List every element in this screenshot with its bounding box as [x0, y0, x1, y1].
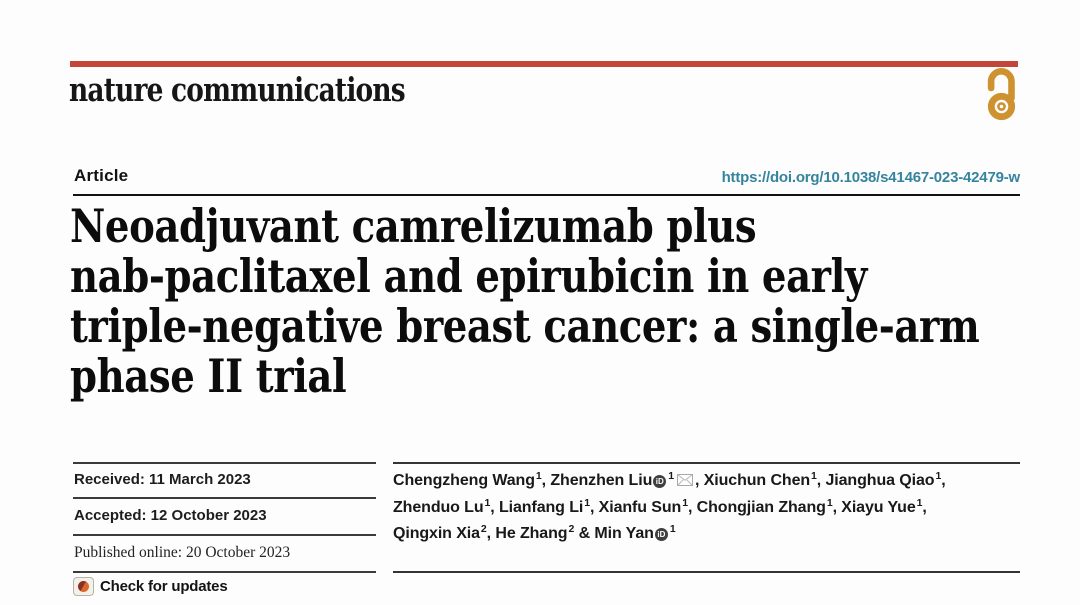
author-name: , He Zhang: [486, 525, 568, 542]
meta-divider: [73, 462, 376, 464]
author-name: , Jianghua Qiao: [816, 472, 935, 489]
author-name: Chengzheng Wang: [393, 472, 535, 489]
author-name: , Zhenzhen Liu: [541, 472, 653, 489]
crossmark-logo: [78, 581, 89, 592]
accepted-date: Accepted: 12 October 2023: [74, 507, 267, 524]
email-icon[interactable]: [677, 469, 693, 495]
title-line: phase II trial: [70, 349, 347, 403]
header-divider: [73, 194, 1020, 196]
meta-divider: [73, 534, 376, 536]
affiliation-superscript: 1: [669, 523, 676, 535]
affiliation-superscript: 1: [826, 497, 833, 509]
author-name: , Xiuchun Chen: [695, 472, 811, 489]
meta-divider: [73, 571, 376, 573]
title-line: nab-paclitaxel and epirubicin in early: [70, 249, 867, 303]
affiliation-superscript: 1: [535, 470, 542, 482]
author-name: ,: [941, 472, 946, 489]
affiliation-superscript: 2: [568, 523, 575, 535]
brand-rule: [70, 61, 1018, 67]
affiliation-superscript: 1: [682, 497, 688, 509]
doi-link[interactable]: https://doi.org/10.1038/s41467-023-42479…: [721, 169, 1021, 186]
author-name: , Chongjian Zhang: [687, 499, 826, 516]
affiliation-superscript: 1: [484, 497, 491, 509]
journal-logo: nature communications: [69, 70, 406, 109]
published-date: Published online: 20 October 2023: [74, 544, 291, 561]
received-date: Received: 11 March 2023: [74, 471, 251, 488]
author-name: , Xianfu Sun: [589, 499, 682, 516]
affiliation-superscript: 1: [668, 470, 674, 482]
orcid-icon[interactable]: iD: [653, 475, 667, 488]
affiliation-superscript: 1: [916, 497, 923, 509]
check-for-updates-button[interactable]: Check for updates: [73, 577, 228, 596]
affiliation-superscript: 2: [480, 523, 487, 535]
author-list: Chengzheng Wang1, Zhenzhen Liu iD 1, Xiuch…: [393, 468, 1033, 547]
authors-bottom-divider: [393, 571, 1020, 573]
affiliation-superscript: 1: [584, 497, 590, 509]
title-line: triple-negative breast cancer: a single-…: [70, 299, 980, 353]
author-name: Qingxin Xia: [393, 525, 480, 542]
author-name: , Xiayu Yue: [832, 499, 916, 516]
author-line: Chengzheng Wang1, Zhenzhen Liu iD 1, Xiuch…: [393, 468, 1033, 495]
meta-divider: [73, 497, 376, 499]
author-name: ,: [922, 499, 927, 516]
orcid-icon[interactable]: iD: [654, 528, 668, 541]
author-line: Zhenduo Lu1, Lianfang Li1, Xianfu Sun1, …: [393, 495, 1033, 521]
title-line: Neoadjuvant camrelizumab plus: [70, 199, 757, 253]
authors-top-divider: [393, 462, 1020, 464]
check-for-updates-label: Check for updates: [100, 578, 228, 595]
author-name: Zhenduo Lu: [393, 499, 484, 516]
crossmark-icon: [73, 577, 94, 596]
affiliation-superscript: 1: [935, 470, 942, 482]
open-access-icon: [987, 68, 1016, 121]
affiliation-superscript: 1: [811, 470, 817, 482]
author-name: , Lianfang Li: [490, 499, 584, 516]
article-title: Neoadjuvant camrelizumab plus nab-paclit…: [70, 201, 1080, 401]
article-type-label: Article: [74, 166, 129, 185]
author-line: Qingxin Xia2, He Zhang2 & Min Yan iD 1: [393, 521, 1033, 547]
author-name: & Min Yan: [574, 525, 654, 542]
